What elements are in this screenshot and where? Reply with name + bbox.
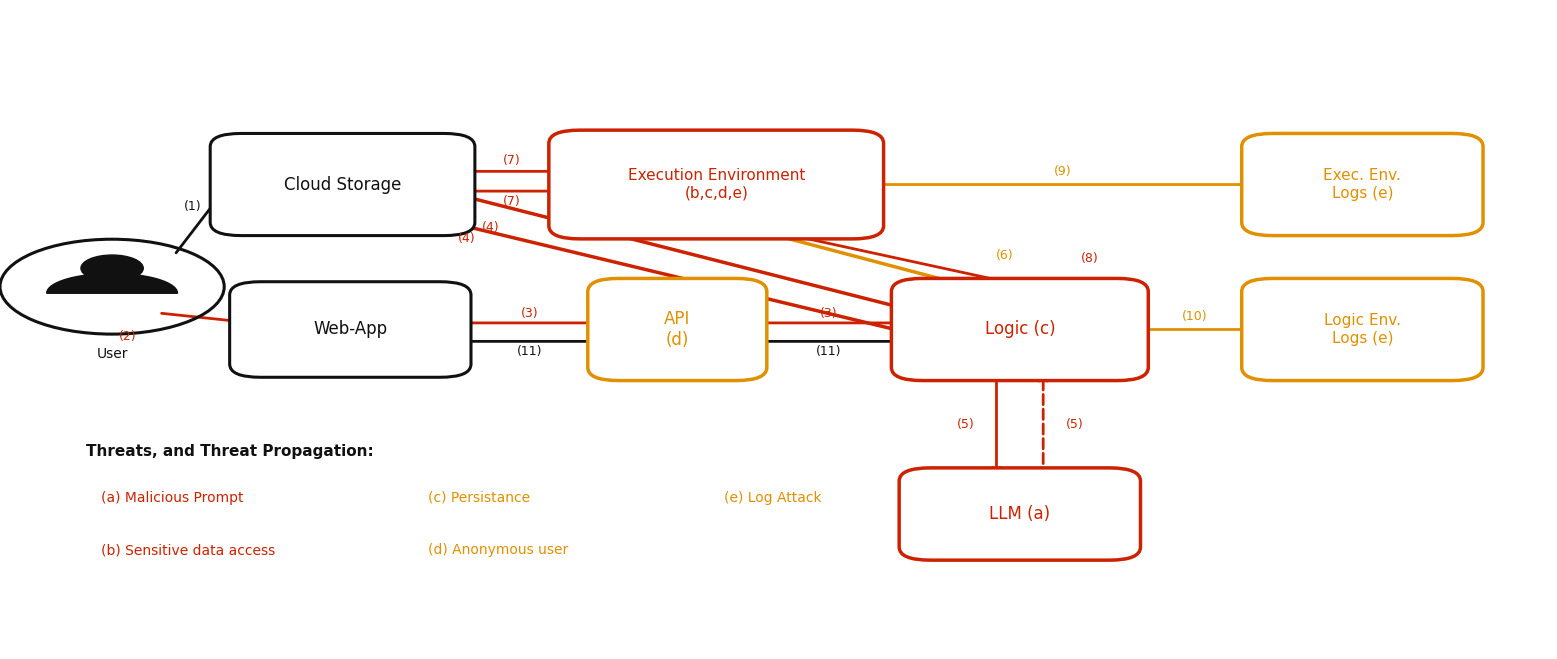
Text: Logic Env.
Logs (e): Logic Env. Logs (e) (1323, 313, 1401, 346)
Text: (6): (6) (995, 249, 1014, 262)
Text: (1): (1) (184, 200, 201, 213)
Text: Threats, and Threat Propagation:: Threats, and Threat Propagation: (86, 444, 374, 459)
Polygon shape (47, 273, 177, 293)
Text: Web-App: Web-App (313, 320, 388, 339)
Text: (c) Persistance: (c) Persistance (428, 490, 531, 505)
Text: (2): (2) (118, 330, 137, 343)
Text: (7): (7) (503, 195, 520, 208)
Text: (e) Log Attack: (e) Log Attack (724, 490, 822, 505)
Text: Logic (c): Logic (c) (984, 320, 1056, 339)
Text: API
(d): API (d) (665, 310, 690, 349)
Text: (11): (11) (517, 345, 542, 358)
FancyBboxPatch shape (230, 281, 470, 377)
Text: (10): (10) (1182, 310, 1208, 323)
FancyBboxPatch shape (1242, 278, 1482, 380)
Text: (d) Anonymous user: (d) Anonymous user (428, 543, 568, 558)
Text: Cloud Storage: Cloud Storage (283, 175, 402, 194)
Text: (8): (8) (1081, 252, 1099, 265)
Text: LLM (a): LLM (a) (989, 505, 1051, 523)
Text: (4): (4) (458, 233, 476, 245)
FancyBboxPatch shape (550, 130, 883, 239)
Text: Exec. Env.
Logs (e): Exec. Env. Logs (e) (1323, 168, 1401, 201)
Text: (3): (3) (821, 306, 838, 320)
Text: (5): (5) (956, 418, 975, 431)
Text: Execution Environment
(b,c,d,e): Execution Environment (b,c,d,e) (627, 168, 805, 201)
FancyBboxPatch shape (900, 468, 1140, 560)
Text: (4): (4) (481, 221, 500, 234)
FancyBboxPatch shape (1242, 133, 1482, 236)
FancyBboxPatch shape (891, 278, 1149, 380)
Text: (b) Sensitive data access: (b) Sensitive data access (101, 543, 276, 558)
Text: (a) Malicious Prompt: (a) Malicious Prompt (101, 490, 244, 505)
Text: (9): (9) (1054, 165, 1071, 178)
FancyBboxPatch shape (210, 133, 475, 236)
Text: (5): (5) (1065, 418, 1084, 431)
Text: (3): (3) (520, 306, 539, 320)
Text: (7): (7) (503, 154, 520, 167)
Text: User: User (97, 347, 128, 361)
Circle shape (81, 255, 143, 281)
FancyBboxPatch shape (589, 278, 766, 380)
Text: (11): (11) (816, 345, 842, 358)
